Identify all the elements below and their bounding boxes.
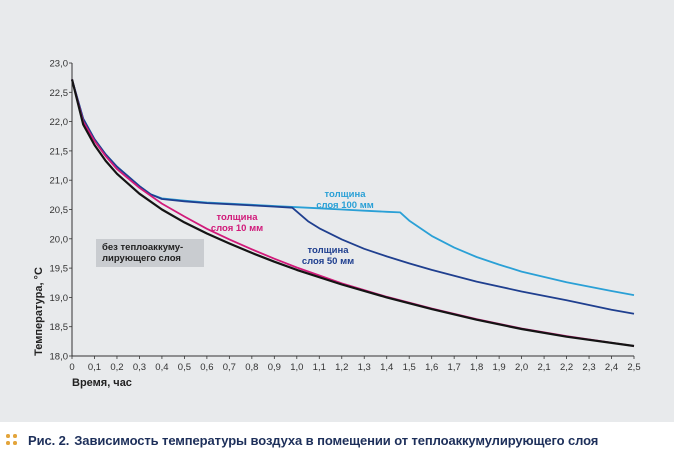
x-tick-label: 2,0 — [515, 362, 528, 373]
x-tick-label: 1,6 — [425, 362, 438, 373]
series-label-2: слоя 10 мм — [211, 223, 263, 234]
x-tick-label: 2,5 — [627, 362, 640, 373]
x-tick-label: 1,0 — [290, 362, 303, 373]
series-line-3 — [71, 79, 635, 315]
series-label-3: толщина — [307, 245, 349, 256]
x-tick-label: 0,7 — [223, 362, 236, 373]
y-tick-label: 23,0 — [50, 59, 69, 70]
x-tick-label: 1,1 — [313, 362, 326, 373]
y-tick-label: 21,0 — [50, 176, 69, 187]
x-tick-label: 1,7 — [448, 362, 461, 373]
series-label-box-1 — [96, 239, 204, 267]
y-tick-label: 19,0 — [50, 293, 69, 304]
x-tick-label: 1,9 — [493, 362, 506, 373]
series-label-1: без теплоаккуму- — [102, 242, 183, 253]
y-tick-label: 18,5 — [50, 322, 69, 333]
temperature-chart: 18,0 18,5 19,0 19,5 20,0 20,5 21,0 21,5 22,0 22,5… — [33, 59, 641, 390]
x-tick-label: 1,3 — [358, 362, 371, 373]
x-tick-label: 2,2 — [560, 362, 573, 373]
series-label-1: лирующего слоя — [102, 253, 181, 264]
y-tick-label: 19,5 — [50, 264, 69, 275]
series-label-4: слоя 100 мм — [316, 200, 374, 211]
x-tick-label: 0,6 — [200, 362, 213, 373]
series-line-2 — [71, 79, 635, 347]
x-tick-label: 0,2 — [110, 362, 123, 373]
figure-caption-text: Зависимость температуры воздуха в помеще… — [74, 432, 599, 448]
x-tick-label: 1,4 — [380, 362, 393, 373]
y-tick-label: 22,5 — [50, 88, 69, 99]
y-tick-label: 20,5 — [50, 205, 69, 216]
x-tick-label: 0,1 — [88, 362, 101, 373]
series-label-3: слоя 50 мм — [302, 256, 354, 267]
y-axis-label: Температура, °С — [33, 267, 45, 356]
figure-number: Рис. 2. — [28, 432, 70, 448]
x-tick-label: 2,3 — [582, 362, 595, 373]
x-tick-label: 0,3 — [133, 362, 146, 373]
x-tick-label: 0,5 — [178, 362, 191, 373]
x-tick-label: 1,5 — [403, 362, 416, 373]
series-line-1 — [70, 79, 635, 348]
x-tick-label: 1,2 — [335, 362, 348, 373]
x-tick-label: 1,8 — [470, 362, 483, 373]
series-label-2: толщина — [216, 212, 258, 223]
series-label-4: толщина — [324, 189, 366, 200]
caption-dots-icon — [6, 434, 18, 446]
x-tick-label: 2,1 — [537, 362, 550, 373]
x-tick-label: 2,4 — [605, 362, 618, 373]
x-axis-label: Время, час — [72, 377, 132, 389]
y-tick-label: 22,0 — [50, 117, 69, 128]
x-tick-label: 0,9 — [268, 362, 281, 373]
y-tick-label: 20,0 — [50, 234, 69, 245]
x-tick-label: 0,4 — [155, 362, 168, 373]
y-tick-label: 21,5 — [50, 146, 69, 157]
figure-caption: Рис. 2. Зависимость температуры воздуха … — [6, 430, 598, 450]
x-tick-label: 0 — [69, 362, 74, 373]
chart-panel — [0, 0, 674, 422]
y-tick-label: 18,0 — [50, 352, 69, 363]
x-tick-label: 0,8 — [245, 362, 258, 373]
